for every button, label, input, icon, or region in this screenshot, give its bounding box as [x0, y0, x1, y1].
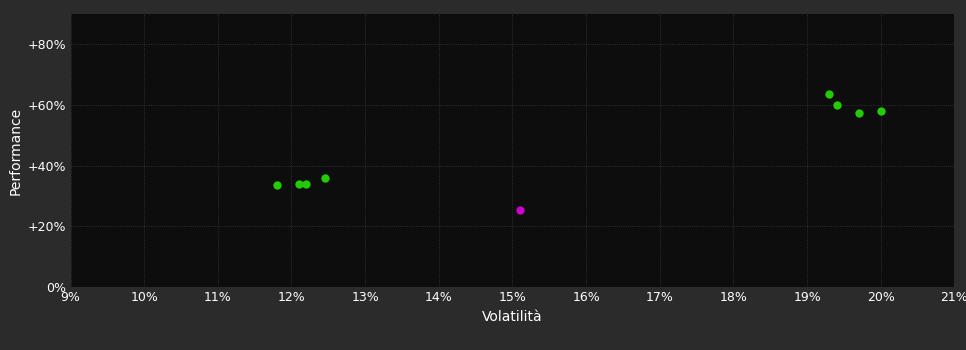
- Point: [851, 110, 867, 116]
- Point: [829, 102, 844, 108]
- Y-axis label: Performance: Performance: [8, 106, 22, 195]
- Point: [269, 183, 285, 188]
- Point: [317, 176, 332, 181]
- X-axis label: Volatilità: Volatilità: [482, 310, 543, 324]
- Point: [821, 92, 837, 97]
- Point: [512, 207, 527, 212]
- Point: [291, 182, 306, 187]
- Point: [298, 182, 314, 187]
- Point: [873, 108, 889, 114]
